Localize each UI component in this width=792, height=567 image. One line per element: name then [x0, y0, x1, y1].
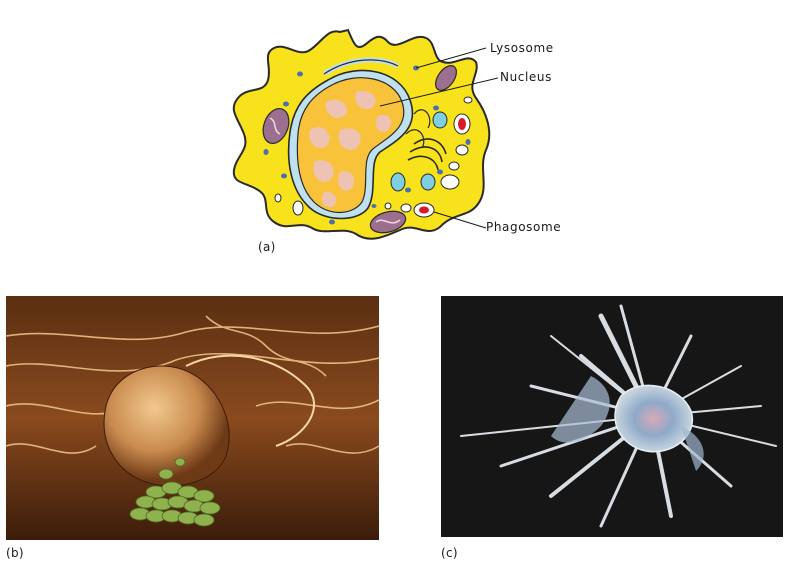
vacuoles [390, 111, 448, 192]
macrophage-cell-diagram [232, 28, 498, 240]
mitochondria [262, 65, 457, 234]
panel-a-label: (a) [258, 240, 276, 254]
panel-c-label: (c) [441, 546, 458, 560]
phagosomes [413, 113, 471, 218]
panel-c-photo [441, 296, 783, 537]
chromatin [309, 90, 392, 208]
endoplasmic-reticulum [322, 57, 431, 149]
panel-b-photo [6, 296, 379, 540]
panel-b-label: (b) [6, 546, 24, 560]
macrophage-sem-image [6, 296, 379, 540]
panel-a-diagram [228, 22, 498, 244]
bacteria-cluster [129, 457, 221, 527]
callout-lines [379, 47, 498, 229]
golgi-apparatus [407, 138, 447, 171]
callout-nucleus: Nucleus [500, 70, 552, 84]
callout-lysosome: Lysosome [490, 41, 554, 55]
macrophage-light-image [441, 296, 783, 537]
callout-phagosome: Phagosome [486, 220, 562, 234]
empty-vacuoles [274, 96, 473, 216]
